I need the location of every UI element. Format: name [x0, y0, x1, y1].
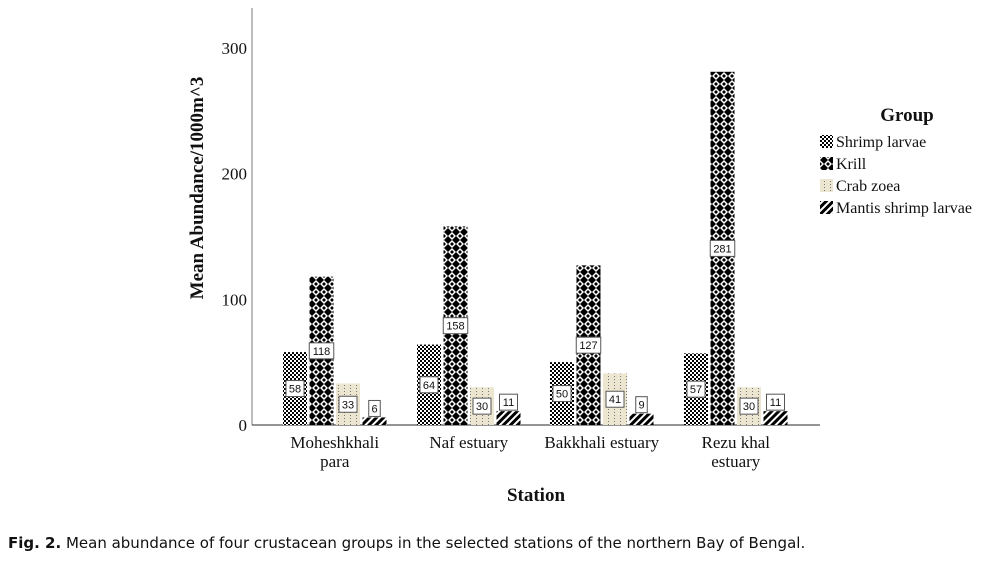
x-tick-label: Bakkhali estuary — [544, 433, 659, 452]
data-label: 118 — [313, 346, 331, 358]
data-label: 33 — [342, 399, 354, 411]
y-tick-label: 300 — [222, 39, 248, 58]
x-axis-title: Station — [507, 485, 566, 506]
legend-label: Crab zoea — [836, 178, 900, 195]
data-label-box — [419, 376, 439, 394]
caption-label: Fig. 2. — [8, 534, 62, 552]
bar-mantis-shrimp-larvae — [763, 411, 788, 425]
y-tick-label: 200 — [222, 165, 248, 184]
x-tick-label: estuary — [711, 452, 761, 471]
x-tick-label: Moheshkhali — [290, 433, 379, 452]
legend-label: Shrimp larvae — [836, 134, 926, 151]
data-label-box — [739, 397, 759, 415]
data-label-box — [686, 380, 706, 398]
data-label: 30 — [743, 401, 755, 413]
data-label-box — [575, 336, 602, 354]
data-label-box — [368, 399, 381, 417]
data-label-box — [635, 396, 648, 414]
legend-label: Mantis shrimp larvae — [836, 200, 972, 217]
legend-swatch — [820, 135, 833, 148]
bar-mantis-shrimp-larvae — [496, 411, 521, 425]
data-label: 9 — [638, 400, 644, 412]
data-label: 11 — [770, 397, 781, 409]
data-label: 57 — [690, 384, 702, 396]
x-tick-label: Naf estuary — [429, 433, 508, 452]
data-label-box — [499, 393, 518, 411]
data-label-box — [552, 385, 572, 403]
data-label-box — [709, 239, 736, 257]
data-label: 11 — [503, 397, 514, 409]
data-label: 30 — [476, 401, 488, 413]
data-label: 41 — [609, 394, 621, 406]
data-label-box — [285, 380, 305, 398]
data-label: 127 — [579, 340, 597, 352]
bar-mantis-shrimp-larvae — [629, 413, 654, 425]
bar-mantis-shrimp-larvae — [362, 417, 387, 425]
y-axis: 0 100 200 300 — [222, 8, 253, 435]
data-label-box — [308, 342, 335, 360]
legend-swatch — [820, 157, 833, 170]
legend-label: Krill — [836, 156, 867, 173]
caption-text: Mean abundance of four crustacean groups… — [61, 534, 806, 552]
legend-swatch — [820, 179, 833, 192]
x-tick-label: para — [320, 452, 350, 471]
bar-chart: 0 100 200 300 58 118 33 6 64 158 30 11 50 127 41 9 57 28… — [187, 8, 972, 506]
data-label-box — [766, 393, 785, 411]
data-label: 6 — [371, 403, 377, 415]
figure-caption: Fig. 2. Mean abundance of four crustacea… — [8, 534, 805, 552]
x-tick-label: Rezu khal — [702, 433, 771, 452]
data-label: 64 — [423, 380, 435, 392]
legend-title: Group — [880, 105, 934, 126]
data-label: 58 — [289, 384, 301, 396]
y-axis-title: Mean Abundance/1000m^3 — [187, 77, 208, 300]
data-label-box — [338, 395, 358, 413]
legend: Group Shrimp larvae Krill Crab zoea Mantis … — [820, 105, 972, 217]
data-label-box — [472, 397, 492, 415]
data-label: 50 — [556, 389, 568, 401]
legend-swatch — [820, 201, 833, 214]
data-label: 281 — [713, 243, 731, 255]
data-label-box — [442, 317, 469, 335]
y-tick-label: 100 — [222, 290, 248, 309]
data-label: 158 — [446, 321, 464, 333]
y-tick-label: 0 — [239, 416, 248, 435]
data-label-box — [605, 390, 625, 408]
